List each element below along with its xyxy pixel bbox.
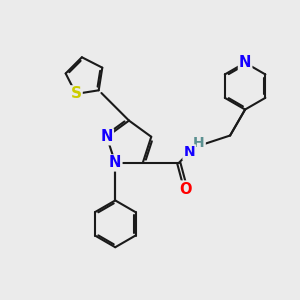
Text: N: N — [184, 146, 195, 159]
Text: N: N — [100, 129, 113, 144]
Text: N: N — [109, 155, 122, 170]
Text: S: S — [70, 86, 82, 101]
Text: O: O — [179, 182, 192, 196]
Text: H: H — [193, 136, 205, 150]
Text: N: N — [239, 55, 251, 70]
